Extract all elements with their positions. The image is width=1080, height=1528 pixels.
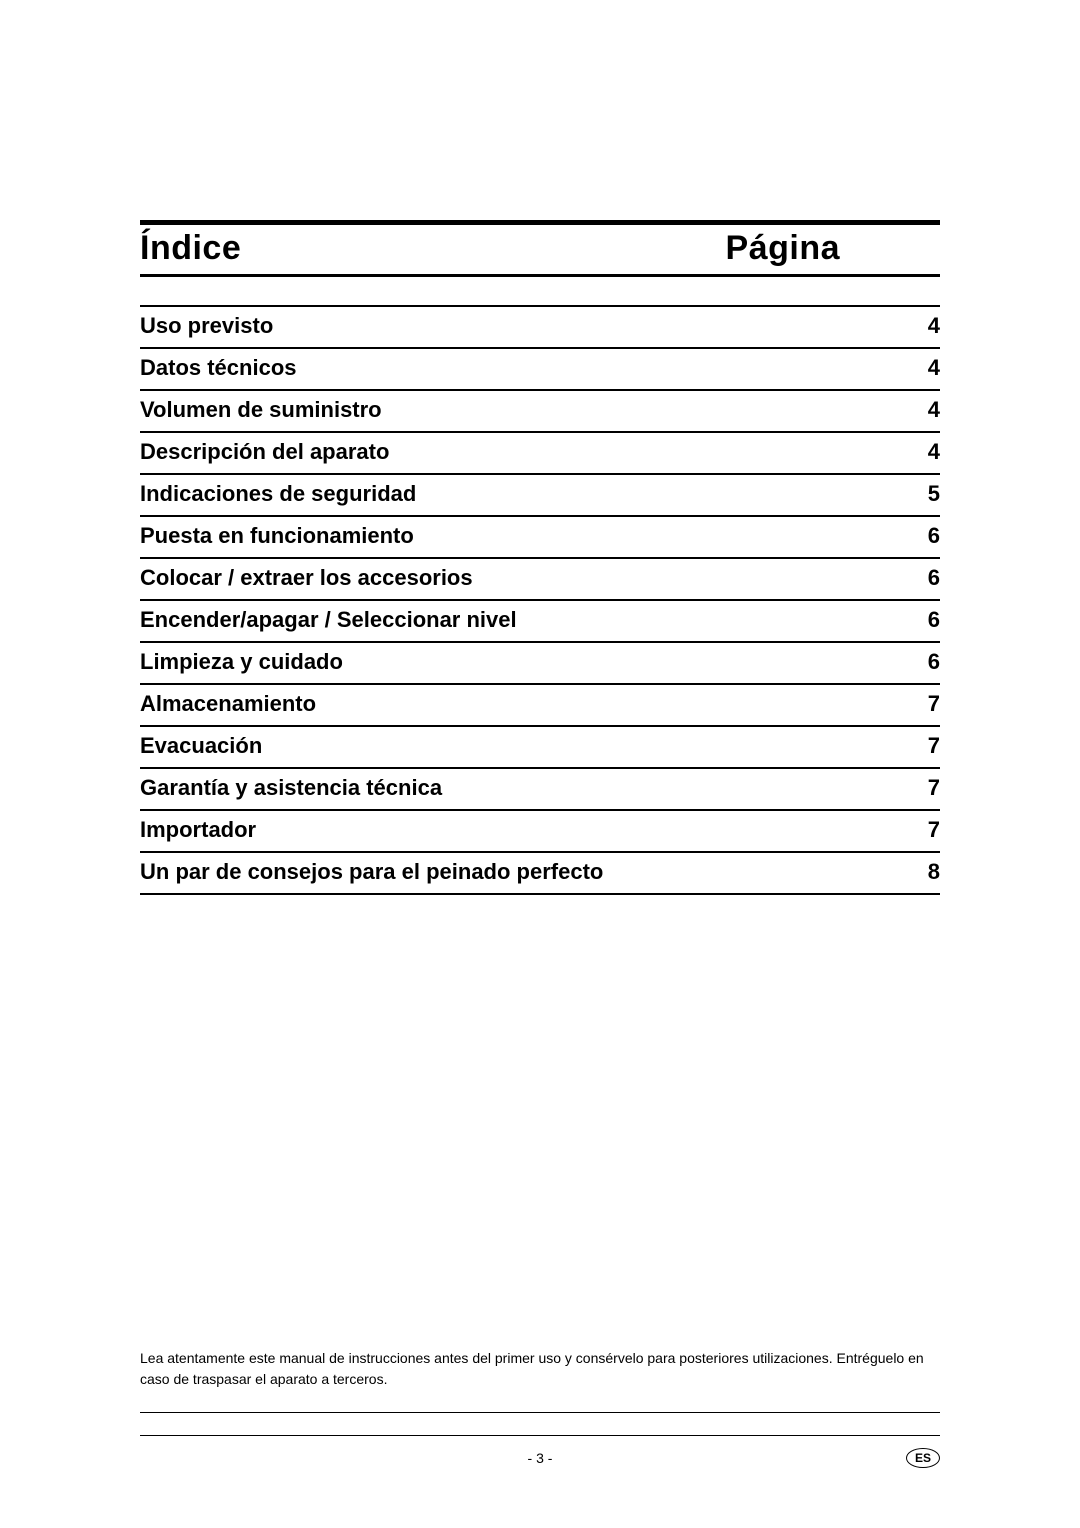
toc-list: Uso previsto 4 Datos técnicos 4 Volumen …: [140, 305, 940, 895]
toc-row: Indicaciones de seguridad 5: [140, 473, 940, 515]
toc-label: Encender/apagar / Seleccionar nivel: [140, 607, 517, 633]
toc-label: Evacuación: [140, 733, 262, 759]
toc-page-num: 6: [928, 649, 940, 675]
toc-row: Colocar / extraer los accesorios 6: [140, 557, 940, 599]
toc-row: Garantía y asistencia técnica 7: [140, 767, 940, 809]
toc-row: Un par de consejos para el peinado perfe…: [140, 851, 940, 895]
toc-page-num: 7: [928, 817, 940, 843]
toc-row: Volumen de suministro 4: [140, 389, 940, 431]
toc-label: Un par de consejos para el peinado perfe…: [140, 859, 603, 885]
toc-label: Indicaciones de seguridad: [140, 481, 416, 507]
toc-page-num: 4: [928, 397, 940, 423]
toc-page-num: 8: [928, 859, 940, 885]
toc-row: Encender/apagar / Seleccionar nivel 6: [140, 599, 940, 641]
toc-row: Almacenamiento 7: [140, 683, 940, 725]
toc-row: Descripción del aparato 4: [140, 431, 940, 473]
toc-page-heading: Página: [726, 229, 840, 268]
toc-label: Garantía y asistencia técnica: [140, 775, 442, 801]
toc-label: Almacenamiento: [140, 691, 316, 717]
toc-label: Limpieza y cuidado: [140, 649, 343, 675]
toc-page-num: 6: [928, 565, 940, 591]
toc-page-num: 5: [928, 481, 940, 507]
toc-row: Datos técnicos 4: [140, 347, 940, 389]
toc-row: Evacuación 7: [140, 725, 940, 767]
toc-label: Volumen de suministro: [140, 397, 382, 423]
toc-page-num: 7: [928, 691, 940, 717]
footnote-text: Lea atentamente este manual de instrucci…: [140, 1348, 940, 1413]
toc-page-num: 6: [928, 523, 940, 549]
toc-row: Importador 7: [140, 809, 940, 851]
toc-title: Índice: [140, 229, 241, 268]
toc-page-num: 4: [928, 439, 940, 465]
toc-row: Puesta en funcionamiento 6: [140, 515, 940, 557]
toc-page-num: 4: [928, 355, 940, 381]
page-number: - 3 -: [528, 1450, 553, 1466]
toc-row: Limpieza y cuidado 6: [140, 641, 940, 683]
toc-label: Datos técnicos: [140, 355, 297, 381]
toc-header: Índice Página: [140, 220, 940, 277]
toc-page-num: 7: [928, 733, 940, 759]
toc-page-num: 7: [928, 775, 940, 801]
toc-row: Uso previsto 4: [140, 305, 940, 347]
toc-label: Puesta en funcionamiento: [140, 523, 414, 549]
toc-label: Uso previsto: [140, 313, 273, 339]
toc-page-num: 4: [928, 313, 940, 339]
toc-label: Importador: [140, 817, 256, 843]
document-page: Índice Página Uso previsto 4 Datos técni…: [0, 0, 1080, 1528]
toc-label: Descripción del aparato: [140, 439, 389, 465]
language-badge: ES: [906, 1448, 940, 1468]
toc-page-num: 6: [928, 607, 940, 633]
toc-label: Colocar / extraer los accesorios: [140, 565, 473, 591]
page-footer: - 3 - ES: [140, 1435, 940, 1468]
